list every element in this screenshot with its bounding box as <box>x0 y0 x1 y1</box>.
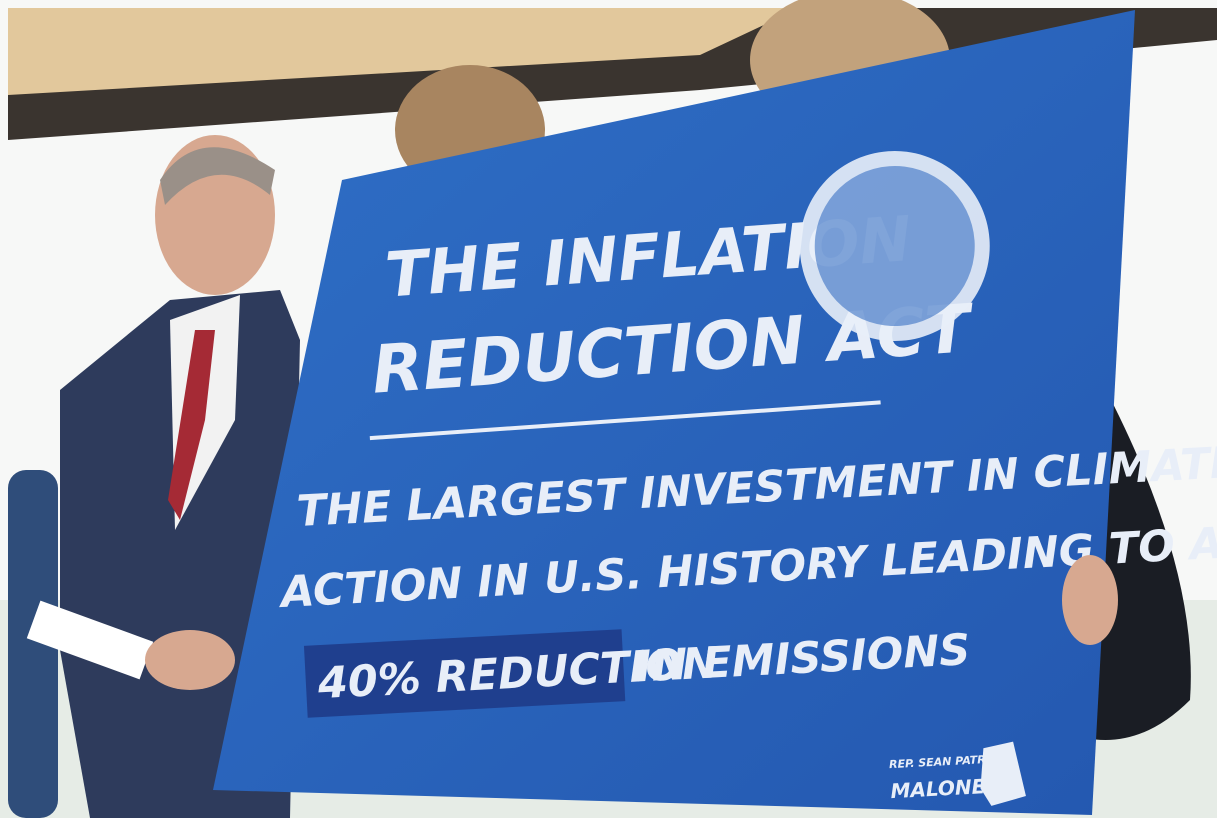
holder-hand <box>1062 555 1118 645</box>
photo: THE INFLATION REDUCTION ACT THE LARGEST … <box>0 0 1217 818</box>
man-hands <box>145 630 235 690</box>
page: THE INFLATION REDUCTION ACT THE LARGEST … <box>0 0 1217 818</box>
